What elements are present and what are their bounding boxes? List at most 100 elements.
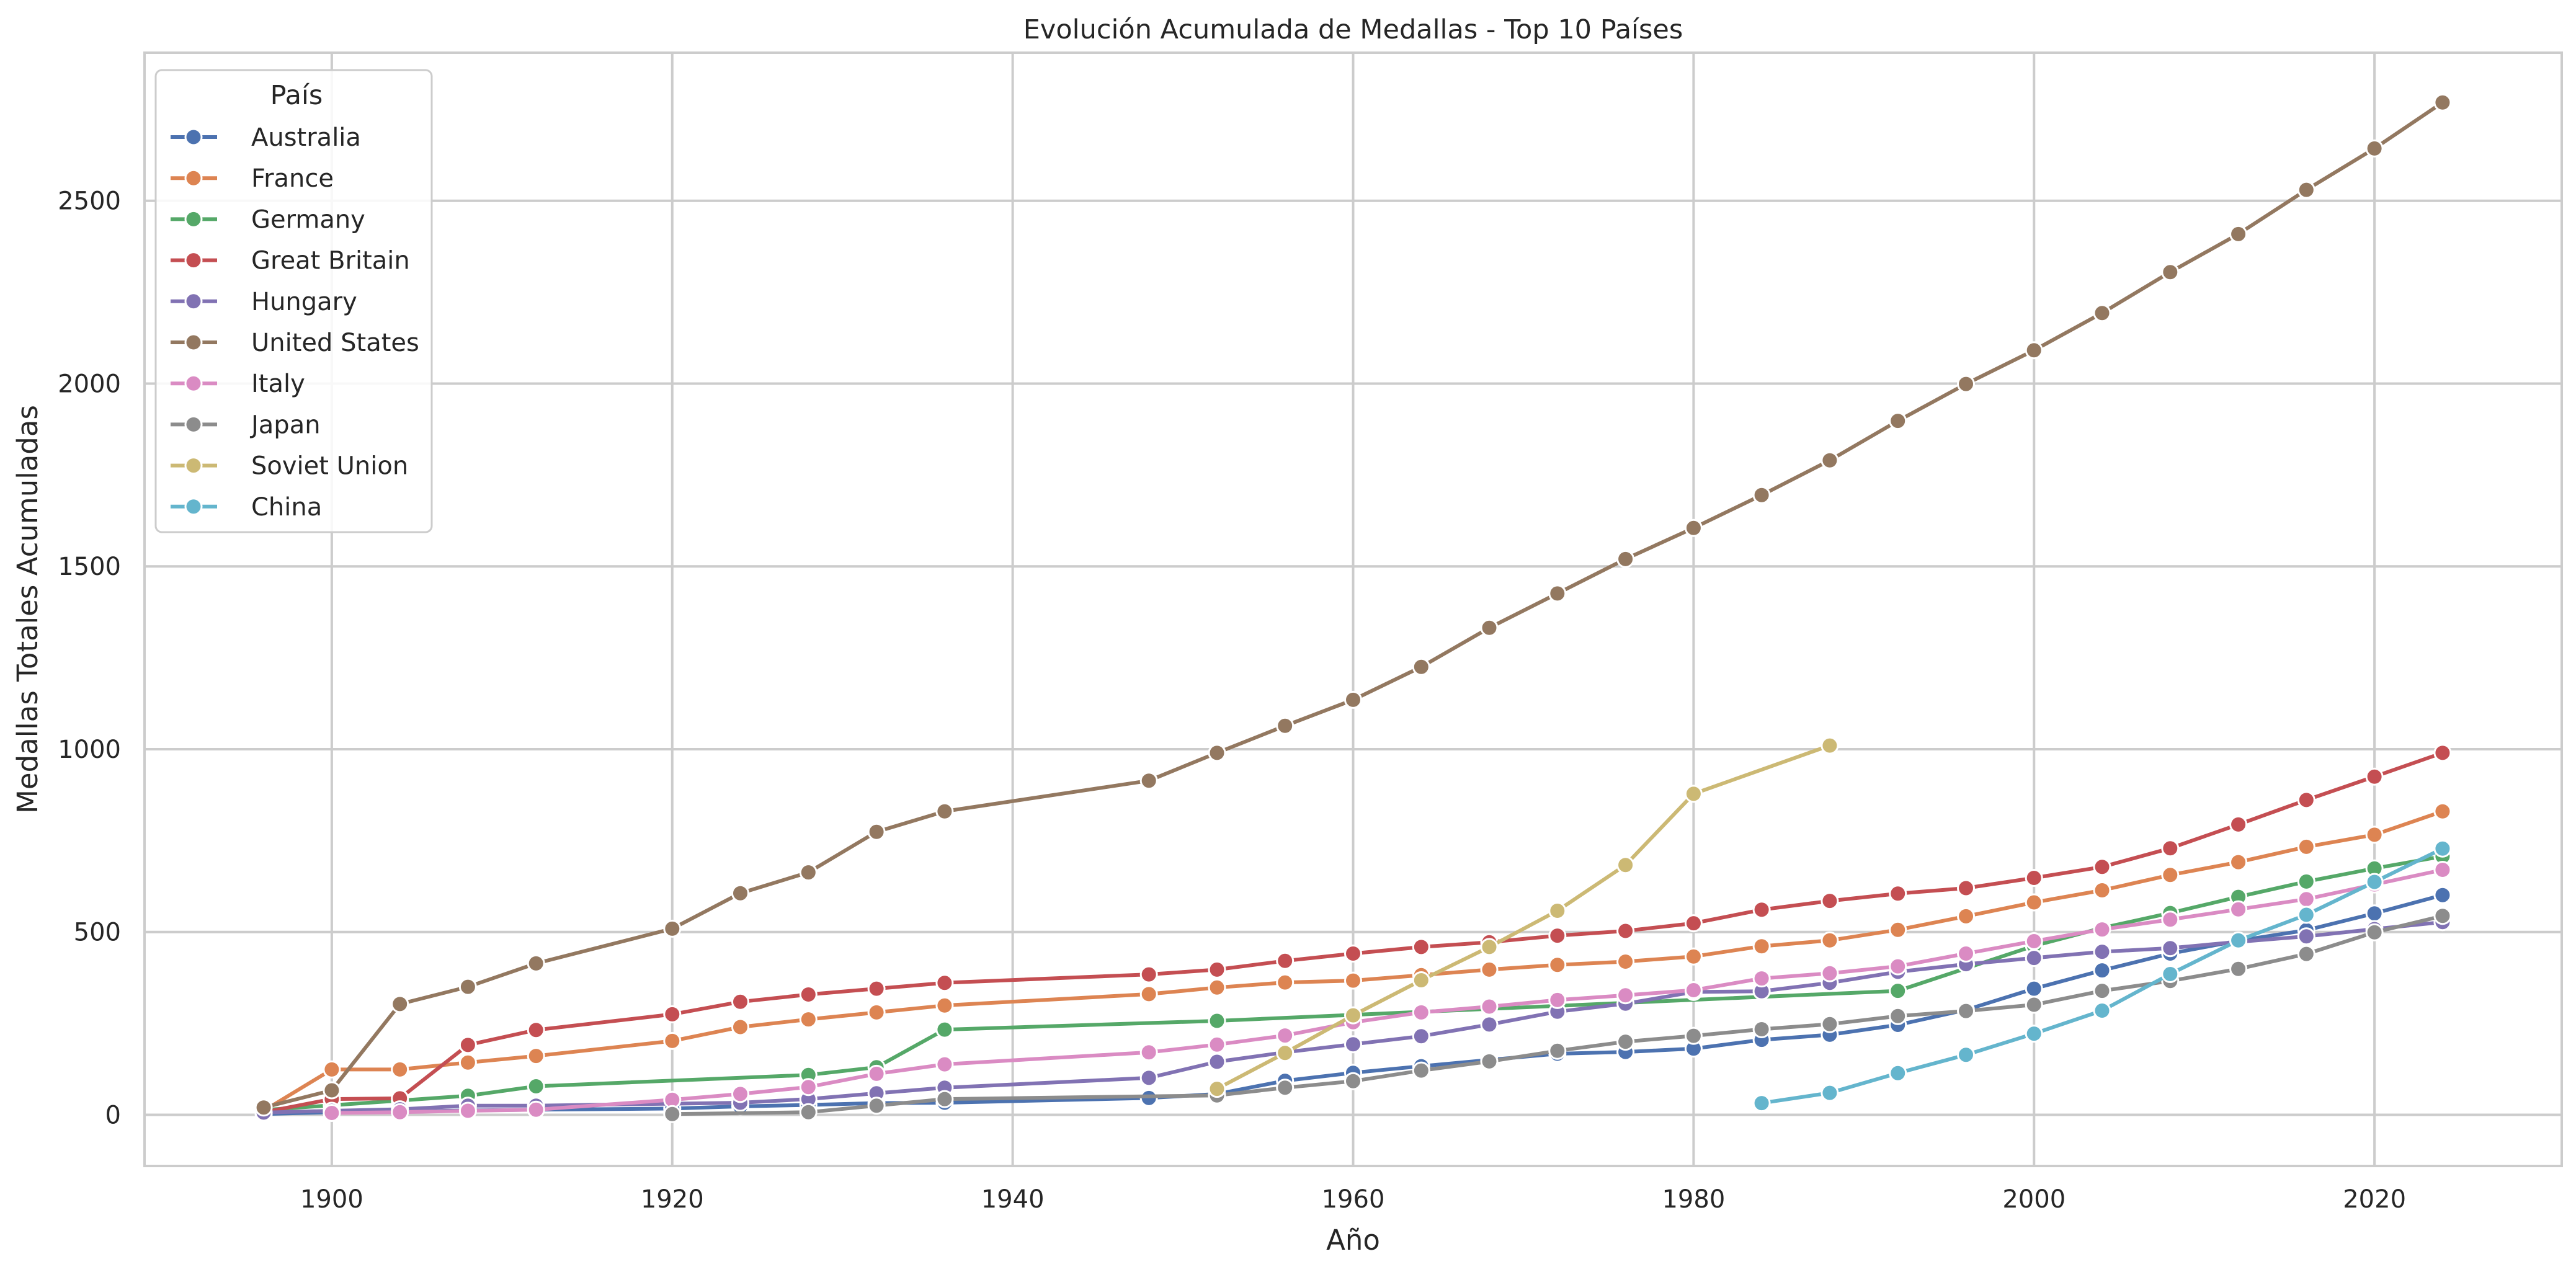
legend-swatch-marker: [184, 251, 203, 270]
data-point: [2025, 979, 2043, 998]
data-point: [1139, 1069, 1158, 1087]
x-axis-label: Año: [1326, 1224, 1380, 1257]
data-point: [2093, 920, 2111, 939]
data-point: [1276, 973, 1295, 992]
data-point: [458, 1101, 477, 1120]
series-line: [262, 893, 2445, 1116]
data-point: [1480, 1015, 1499, 1034]
legend-items: Australia France Germany Great Britain Hunga…: [171, 123, 419, 522]
data-point: [799, 986, 818, 1003]
data-point: [1957, 879, 1975, 897]
data-point: [1684, 1026, 1703, 1045]
data-point: [1889, 412, 1907, 430]
data-point: [799, 1010, 818, 1029]
data-point: [663, 919, 682, 938]
data-point: [867, 1003, 886, 1021]
data-point: [1480, 1052, 1499, 1070]
data-point: [867, 822, 886, 841]
data-point: [1139, 1043, 1158, 1062]
legend-label: Australia: [251, 123, 361, 152]
data-point: [2093, 881, 2111, 899]
data-point: [458, 977, 477, 996]
data-point: [391, 995, 409, 1013]
grid-lines: [145, 53, 2562, 1166]
data-point: [1548, 902, 1567, 920]
data-point: [1548, 990, 1567, 1009]
series-japan: [663, 907, 2452, 1123]
data-point: [2433, 861, 2452, 879]
data-point: [2297, 945, 2315, 963]
data-point: [2025, 893, 2043, 912]
data-point: [799, 1078, 818, 1097]
data-point: [1412, 1003, 1430, 1021]
data-point: [1344, 1072, 1362, 1090]
legend-swatch-marker: [184, 333, 203, 352]
data-point: [663, 1031, 682, 1050]
data-point: [2297, 890, 2315, 909]
data-point: [1276, 716, 1295, 735]
data-point: [254, 1098, 273, 1117]
data-point: [1276, 951, 1295, 970]
data-point: [2093, 982, 2111, 1000]
data-point: [2229, 815, 2248, 834]
data-point: [663, 1005, 682, 1023]
x-tick-label: 2020: [2343, 1185, 2406, 1214]
data-point: [1412, 1027, 1430, 1046]
legend: País Australia France Germany Great Britain…: [154, 69, 433, 533]
series-china: [1752, 839, 2452, 1113]
data-point: [1412, 1061, 1430, 1080]
data-point: [1208, 978, 1226, 997]
data-point: [1752, 969, 1771, 988]
data-point: [1548, 956, 1567, 974]
data-point: [2297, 837, 2315, 856]
data-point: [1208, 744, 1226, 762]
legend-item: Italy: [171, 370, 305, 398]
data-point: [1821, 1083, 1839, 1102]
data-point: [527, 1047, 545, 1066]
legend-label: Germany: [251, 205, 365, 234]
data-point: [2025, 995, 2043, 1014]
data-point: [2161, 839, 2180, 858]
data-point: [1480, 997, 1499, 1016]
legend-label: Japan: [249, 411, 321, 439]
y-tick-label: 2000: [58, 370, 121, 398]
legend-swatch-marker: [184, 169, 203, 187]
data-point: [935, 1055, 954, 1074]
data-point: [1957, 375, 1975, 393]
data-point: [1889, 957, 1907, 976]
y-tick-label: 1000: [58, 736, 121, 764]
data-point: [731, 992, 749, 1011]
data-point: [2297, 791, 2315, 809]
data-point: [2093, 943, 2111, 961]
data-point: [935, 1090, 954, 1108]
legend-swatch-marker: [184, 128, 203, 146]
data-point: [935, 802, 954, 821]
data-point: [1821, 931, 1839, 950]
data-point: [1821, 451, 1839, 469]
data-point: [731, 1018, 749, 1036]
data-point: [2229, 959, 2248, 978]
data-point: [1276, 1079, 1295, 1097]
data-point: [458, 1053, 477, 1072]
legend-title: País: [270, 80, 323, 111]
legend-label: France: [251, 164, 334, 193]
y-tick-label: 500: [74, 919, 121, 947]
data-point: [2025, 869, 2043, 887]
data-point: [1208, 1052, 1226, 1071]
data-point: [2093, 1002, 2111, 1020]
data-point: [2365, 923, 2384, 941]
data-point: [2093, 961, 2111, 980]
data-point: [1889, 920, 1907, 939]
legend-swatch-marker: [184, 456, 203, 475]
data-point: [2025, 932, 2043, 950]
data-point: [1208, 1080, 1226, 1098]
data-point: [2365, 139, 2384, 158]
data-point: [1139, 965, 1158, 984]
legend-label: Italy: [251, 370, 305, 398]
data-point: [1616, 922, 1635, 940]
legend-item: United States: [171, 329, 419, 357]
data-point: [2161, 910, 2180, 929]
legend-item: Great Britain: [171, 247, 410, 275]
